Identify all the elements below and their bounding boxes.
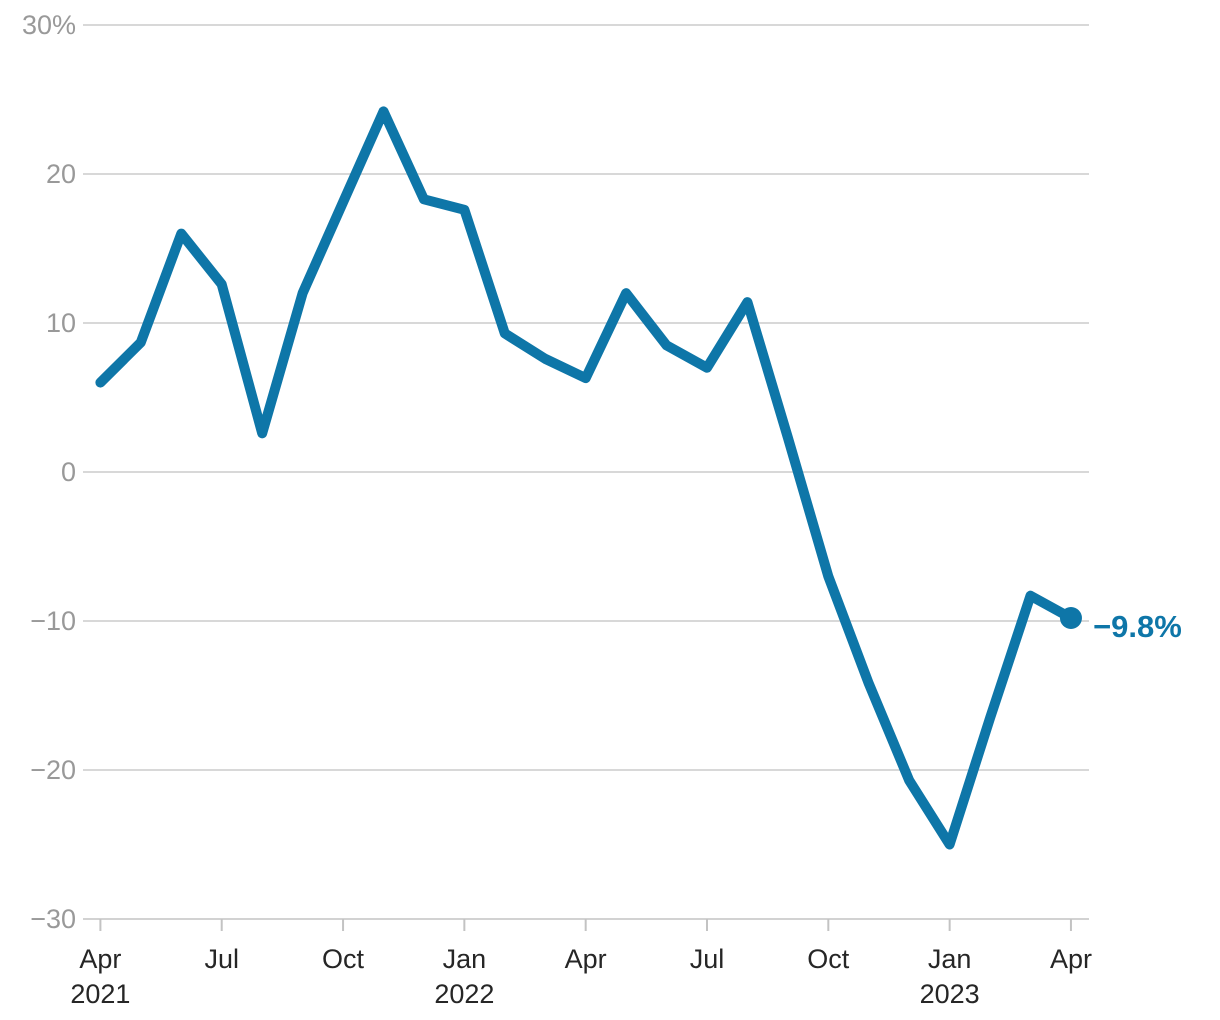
y-tick-label: −30 [30,904,76,934]
end-point-dot [1059,607,1082,630]
x-tick-label: Jul [204,944,239,974]
data-line [95,106,1076,850]
x-axis [99,919,1072,931]
x-tick-label: Jan [443,944,487,974]
x-tick-label: Apr [1050,944,1092,974]
y-tick-label: 30% [22,10,76,40]
x-tick-label: Apr [565,944,607,974]
x-tick-label: Jan [928,944,972,974]
x-tick-label: Jul [690,944,725,974]
x-tick-year: 2023 [920,979,980,1009]
y-tick-label: 0 [61,457,76,487]
x-tick-label: Oct [807,944,850,974]
x-tick-year: 2022 [434,979,494,1009]
gridlines [83,24,1089,920]
x-axis-labels: Apr 2021 Jul Oct Jan 2022 Apr Jul Oct Jan 2023 Apr [70,944,1092,1009]
y-tick-label: −20 [30,755,76,785]
x-tick-year: 2021 [70,979,130,1009]
y-tick-label: 10 [46,308,76,338]
x-tick-label: Apr [79,944,121,974]
y-tick-label: 20 [46,159,76,189]
y-axis-labels: 30% 20 10 0 −10 −20 −30 [22,10,76,934]
x-tick-label: Oct [322,944,365,974]
end-value-label: −9.8% [1093,609,1182,644]
y-tick-label: −10 [30,606,76,636]
